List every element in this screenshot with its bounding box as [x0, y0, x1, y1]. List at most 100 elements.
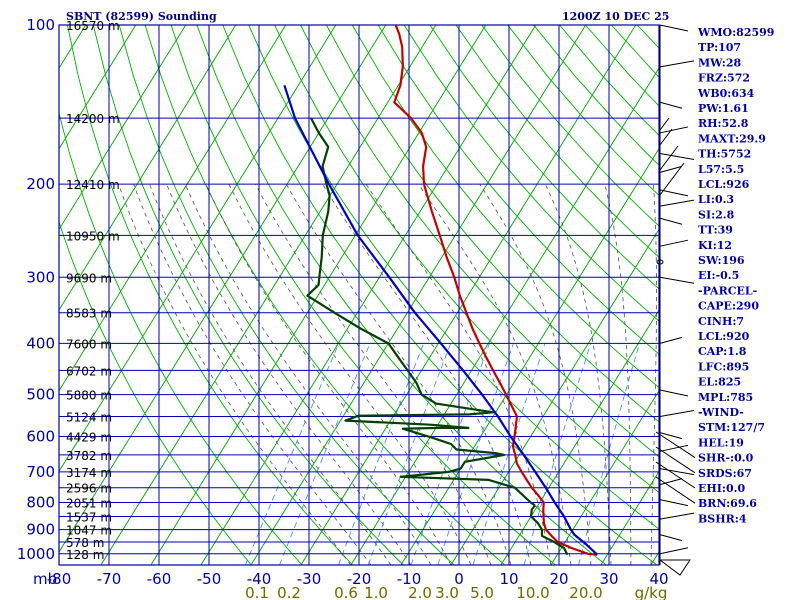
moist-adiabat-line	[228, 184, 472, 565]
height-label: 2596 m	[66, 482, 112, 496]
index-entry: TT:39	[698, 224, 733, 237]
mixing-ratio-label: 0.6	[334, 584, 358, 600]
wind-barb	[659, 512, 695, 520]
dewpoint-profile-line	[306, 117, 569, 556]
pressure-tick-label: 800	[26, 494, 55, 512]
mixing-ratio-label: 20.0	[569, 584, 602, 600]
index-entry: BSHR:4	[698, 512, 747, 525]
wind-barb	[659, 199, 695, 207]
height-label: 5124 m	[66, 411, 112, 425]
background-lines	[59, 25, 659, 565]
wind-barb	[659, 217, 683, 225]
isotherm-line	[100, 25, 437, 565]
index-entry: CAP:1.8	[698, 345, 747, 358]
index-entry: FRZ:572	[698, 72, 750, 85]
pressure-tick-label: 100	[26, 16, 55, 34]
moist-adiabat-line	[650, 184, 657, 565]
moist-adiabat-line	[149, 184, 392, 565]
isotherm-line	[350, 67, 659, 565]
mixing-ratio-label: 2.0	[408, 584, 432, 600]
dry-adiabat-line	[92, 25, 404, 565]
wind-barbs	[655, 24, 696, 576]
isotherm-line	[200, 25, 537, 565]
pressure-tick-label: 200	[26, 175, 55, 193]
pressure-tick-label: 900	[26, 521, 55, 539]
wind-barb	[659, 432, 683, 440]
index-entry: SRDS:67	[698, 467, 752, 480]
height-label: 2051 m	[66, 497, 112, 511]
index-entry: L57:5.5	[698, 163, 744, 176]
mixing-ratio-line	[279, 343, 371, 565]
moist-adiabat-line	[205, 184, 452, 565]
dry-adiabat-line	[403, 25, 659, 322]
mixing-ratio-label: 10.0	[516, 584, 549, 600]
wind-barb	[659, 60, 695, 68]
isotherm-line	[59, 25, 137, 150]
height-label: 8583 m	[66, 307, 112, 321]
height-label: 4429 m	[66, 430, 112, 444]
mixing-ratio-line	[338, 343, 425, 565]
dry-adiabat-line	[300, 25, 659, 458]
height-label: 1047 m	[66, 524, 112, 538]
height-label: 5880 m	[66, 389, 112, 403]
height-label: 3174 m	[66, 466, 112, 480]
wind-barb	[659, 126, 689, 134]
pressure-tick-label: 500	[26, 386, 55, 404]
isotherm-line	[59, 25, 287, 392]
mixing-ratio-label: g/kg	[635, 584, 668, 600]
pressure-tick-label: 1000	[17, 545, 55, 563]
isotherm-line	[59, 25, 237, 311]
height-label: 1537 m	[66, 510, 112, 524]
index-entry: MPL:785	[698, 391, 753, 404]
wind-barb	[659, 499, 689, 507]
wind-barb	[658, 559, 691, 576]
dry-adiabat-line	[59, 220, 252, 565]
temperature-tick-label: -70	[97, 570, 122, 588]
height-label: 10950 m	[66, 229, 120, 243]
mixing-ratio-label: 0.1	[245, 584, 269, 600]
index-entry: LFC:895	[698, 360, 749, 373]
wind-calm-marker	[656, 259, 664, 265]
wind-barb	[659, 444, 689, 452]
mixing-ratio-line	[578, 343, 640, 565]
stability-indices-panel: WMO:82599 TP:107 MW:28 FRZ:572 WB0:634 PW:1.6…	[697, 26, 774, 525]
wind-barb	[659, 165, 683, 173]
index-entry: EI:-0.5	[698, 269, 739, 282]
wind-barb	[659, 389, 689, 397]
index-entry: -PARCEL-	[698, 284, 757, 297]
chart-timestamp: 1200Z 10 DEC 25	[562, 10, 669, 23]
moist-adiabat-line	[118, 184, 352, 565]
temperature-tick-label: -50	[197, 570, 222, 588]
chart-title: SBNT (82599) Sounding	[66, 10, 217, 23]
index-entry: KI:12	[698, 239, 732, 252]
pressure-tick-label: 700	[26, 463, 55, 481]
isotherm-line	[400, 147, 659, 565]
hodograph-connector	[655, 461, 696, 489]
dry-adiabat-line	[118, 25, 455, 565]
dry-adiabat-line	[455, 25, 659, 258]
index-entry: MW:28	[698, 56, 741, 69]
moist-adiabat-line	[365, 183, 552, 565]
mixing-ratio-label: 5.0	[470, 584, 494, 600]
temperature-tick-label: 20	[549, 570, 568, 588]
height-label: 578 m	[66, 536, 104, 550]
temperature-tick-label: -80	[47, 570, 72, 588]
temperature-tick-label: -60	[147, 570, 172, 588]
dry-adiabat-line	[351, 25, 659, 389]
index-entry: WMO:82599	[697, 26, 774, 39]
wind-barb	[659, 478, 683, 486]
mixing-ratio-line	[437, 343, 514, 565]
temperature-tick-label: -40	[247, 570, 272, 588]
dry-adiabat-line	[66, 25, 354, 565]
index-entry: LI:0.3	[698, 193, 734, 206]
isotherm-line	[150, 25, 487, 565]
isotherm-line	[59, 25, 187, 231]
mixing-ratio-line	[410, 343, 490, 565]
wind-barb	[659, 534, 683, 542]
dry-adiabat-line	[59, 110, 303, 565]
wind-barb	[659, 145, 679, 171]
mixing-ratio-line	[523, 343, 592, 565]
index-entry: SW:196	[698, 254, 745, 267]
